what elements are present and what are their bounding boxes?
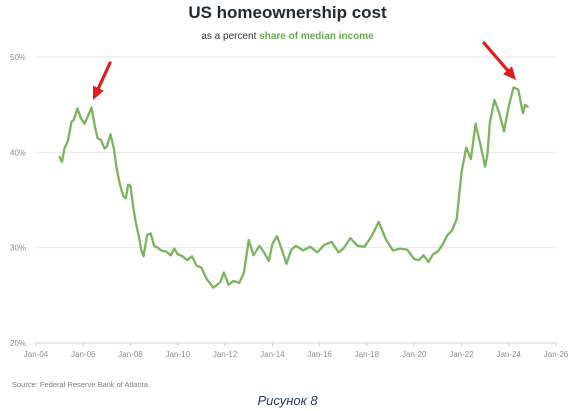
x-tick-label: Jan-16	[307, 350, 332, 359]
x-tick-label: Jan-04	[24, 350, 49, 359]
y-tick-label: 40%	[10, 148, 26, 157]
arrow-2006-peak	[92, 61, 112, 100]
x-tick-label: Jan-10	[166, 350, 191, 359]
arrow-2024-peak	[482, 41, 516, 80]
x-tick-label: Jan-18	[355, 350, 380, 359]
annotation-layer	[92, 41, 516, 100]
chart-subtitle: as a percent share of median income	[0, 31, 575, 42]
series-line	[58, 86, 529, 289]
subtitle-prefix: as a percent	[201, 31, 257, 42]
x-axis-ticks: Jan-04 Jan-06 Jan-08 Jan-10 Jan-12 Jan-14 Jan-…	[24, 343, 569, 359]
x-tick-label: Jan-06	[71, 350, 96, 359]
figure-caption: Рисунок 8	[257, 393, 318, 408]
x-tick-label: Jan-26	[544, 350, 569, 359]
y-tick-label: 20%	[10, 339, 26, 348]
grid-layer	[36, 56, 556, 344]
series-layer	[58, 86, 529, 289]
x-tick-label: Jan-12	[213, 350, 238, 359]
subtitle-highlight: share of median income	[259, 31, 374, 42]
chart-title: US homeownership cost	[188, 3, 387, 22]
x-tick-label: Jan-24	[496, 350, 521, 359]
y-axis-ticks: 50% 40% 30% 20%	[10, 53, 26, 348]
x-tick-label: Jan-22	[449, 350, 474, 359]
x-tick-label: Jan-20	[402, 350, 427, 359]
y-tick-label: 30%	[10, 244, 26, 253]
x-tick-label: Jan-14	[260, 350, 285, 359]
source-note: Source: Federal Reserve Bank of Atlanta	[12, 380, 148, 389]
x-tick-label: Jan-08	[118, 350, 143, 359]
y-tick-label: 50%	[10, 53, 26, 62]
